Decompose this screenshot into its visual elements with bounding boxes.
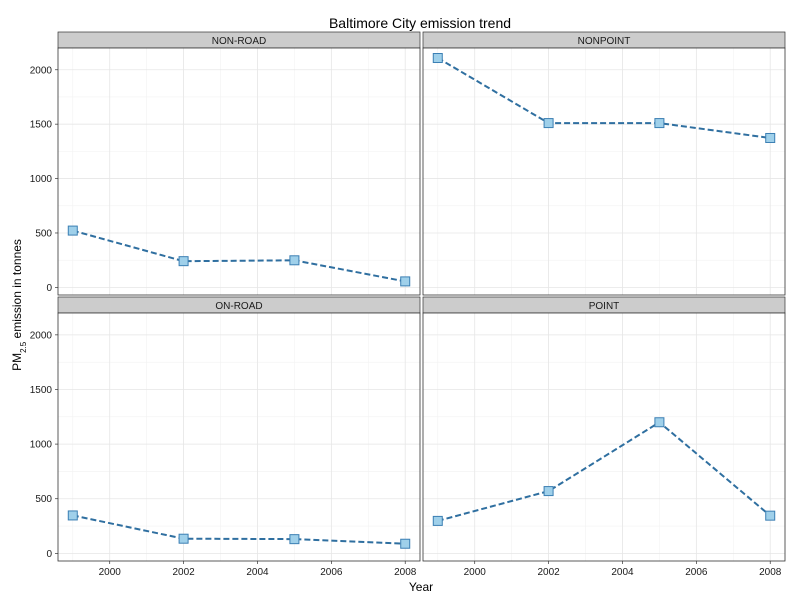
data-point: [400, 538, 411, 549]
strip-label: NON-ROAD: [212, 36, 266, 47]
x-tick-label: 2004: [246, 567, 269, 578]
y-tick-label: 1000: [30, 174, 53, 185]
y-tick-label: 1000: [30, 440, 53, 451]
panel-border: [422, 47, 786, 296]
y-tick-label: 1500: [30, 120, 53, 131]
x-axis-title: Year: [409, 580, 433, 594]
panel-border: [57, 47, 421, 296]
data-point: [400, 276, 411, 287]
data-point: [178, 256, 189, 267]
y-axis-title-suffix: emission in tonnes: [10, 239, 24, 342]
x-tick-label: 2008: [759, 567, 782, 578]
panel-background: [423, 313, 785, 561]
y-tick-label: 500: [35, 228, 52, 239]
data-point: [765, 132, 776, 143]
data-point: [654, 118, 665, 129]
series-line: [437, 57, 771, 139]
x-tick-label: 2006: [320, 567, 343, 578]
y-axis-title-subscript: 2.5: [19, 341, 28, 353]
data-point: [432, 53, 443, 64]
x-tick-label: 2002: [172, 567, 195, 578]
panel-background: [58, 48, 420, 295]
data-point: [543, 118, 554, 129]
series-line: [72, 514, 406, 545]
x-tick-label: 2006: [685, 567, 708, 578]
data-point: [289, 255, 300, 266]
data-point: [654, 417, 665, 428]
series-line: [72, 229, 406, 283]
data-point: [67, 510, 78, 521]
strip-label: ON-ROAD: [215, 301, 262, 312]
y-tick-label: 2000: [30, 65, 53, 76]
x-tick-label: 2000: [464, 567, 487, 578]
panel-background: [423, 48, 785, 295]
x-tick-label: 2008: [394, 567, 417, 578]
x-tick-label: 2000: [99, 567, 122, 578]
data-point: [765, 510, 776, 521]
y-tick-label: 0: [46, 283, 52, 294]
data-point: [432, 515, 443, 526]
data-point: [67, 225, 78, 236]
y-tick-label: 1500: [30, 385, 53, 396]
series-line: [437, 421, 771, 522]
x-tick-label: 2004: [611, 567, 634, 578]
y-axis-title-prefix: PM: [10, 353, 24, 371]
panel-nonpoint: NONPOINT: [422, 31, 786, 296]
panel-background: [58, 313, 420, 561]
strip-label: POINT: [589, 301, 620, 312]
x-tick-label: 2002: [537, 567, 560, 578]
y-tick-label: 0: [46, 549, 52, 560]
data-point: [543, 486, 554, 497]
y-tick-label: 500: [35, 494, 52, 505]
chart-title: Baltimore City emission trend: [329, 15, 511, 31]
data-point: [289, 534, 300, 545]
panel-on-road: ON-ROAD 0 500 1000 1500 2000 2000 2002 2004 2006 2…: [30, 296, 421, 578]
panel-point: POINT 2000 2002 2004 2006 2008: [422, 296, 786, 578]
panel-border: [57, 312, 421, 562]
y-axis-title: PM2.5 emission in tonnes: [10, 239, 28, 371]
panel-non-road: NON-ROAD 0 500 1000 1500 2000: [30, 31, 421, 296]
y-tick-label: 2000: [30, 330, 53, 341]
data-point: [178, 533, 189, 544]
strip-label: NONPOINT: [578, 36, 631, 47]
panel-border: [422, 312, 786, 562]
